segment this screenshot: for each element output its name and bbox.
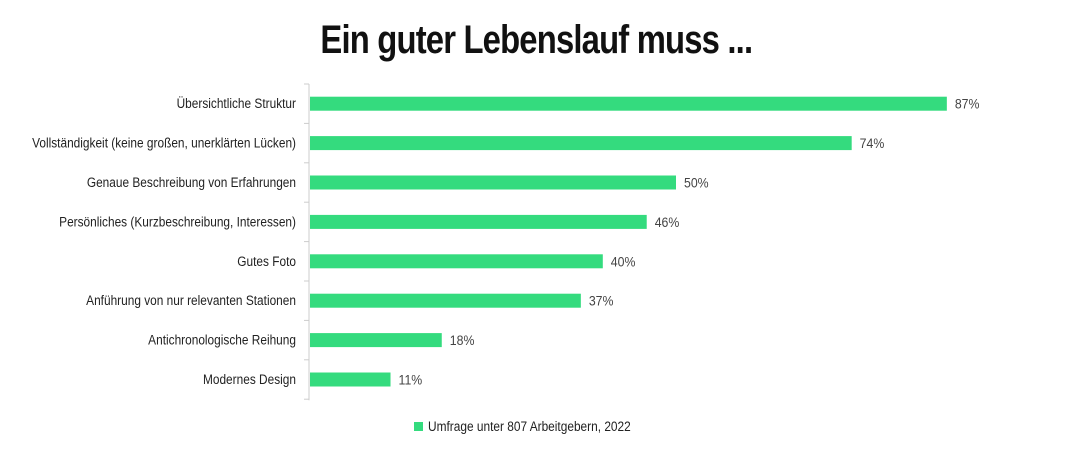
data-label: 40% (611, 254, 636, 270)
category-label: Modernes Design (203, 371, 296, 387)
bar (310, 175, 676, 190)
bar (310, 96, 947, 111)
bar (310, 372, 391, 387)
data-label: 37% (589, 293, 614, 309)
data-label: 50% (684, 175, 709, 191)
category-label: Gutes Foto (237, 253, 296, 269)
category-label: Genaue Beschreibung von Erfahrungen (87, 174, 296, 190)
bar (310, 293, 581, 308)
category-label: Vollständigkeit (keine großen, unerklärt… (32, 135, 296, 151)
data-label: 11% (399, 372, 423, 388)
bar (310, 254, 603, 269)
category-label: Anführung von nur relevanten Stationen (86, 292, 296, 308)
chart-title: Ein guter Lebenslauf muss ... (320, 18, 754, 62)
bar (310, 214, 647, 229)
category-label: Persönliches (Kurzbeschreibung, Interess… (59, 214, 296, 230)
data-label: 74% (860, 135, 885, 151)
data-label: 87% (955, 96, 980, 112)
category-label: Übersichtliche Struktur (177, 95, 297, 111)
legend-swatch (414, 421, 424, 431)
category-label: Antichronologische Reihung (148, 332, 296, 348)
data-label: 46% (655, 214, 680, 230)
bar (310, 136, 852, 151)
legend-label: Umfrage unter 807 Arbeitgebern, 2022 (428, 418, 632, 434)
bar (310, 333, 442, 348)
data-label: 18% (450, 332, 475, 348)
legend: Umfrage unter 807 Arbeitgebern, 2022 (0, 418, 1073, 434)
